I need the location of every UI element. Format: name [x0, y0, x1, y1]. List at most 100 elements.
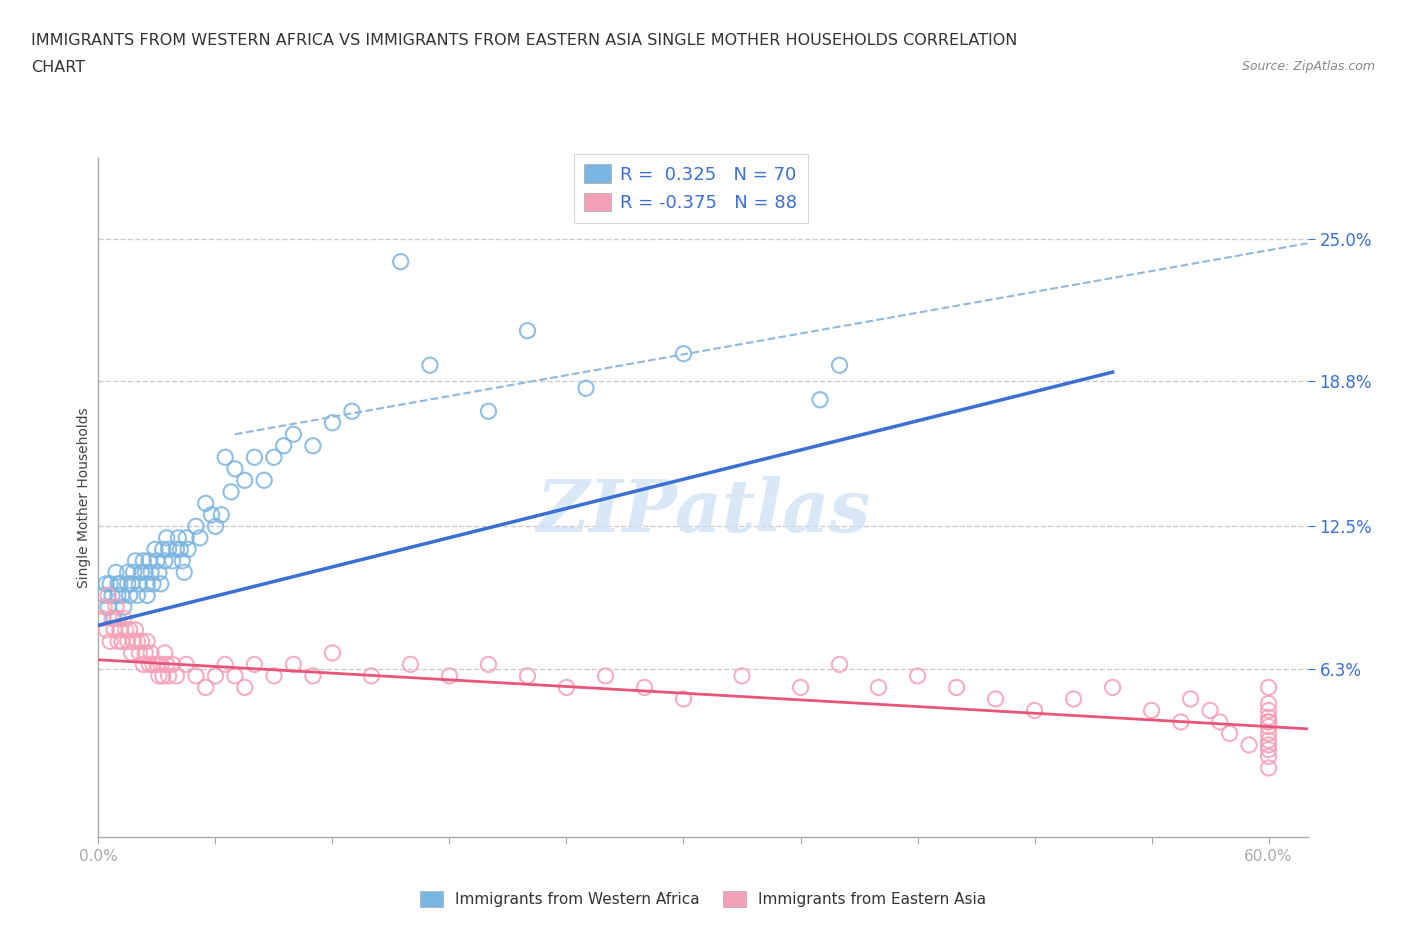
- Point: [107, 611, 129, 626]
- Point: [121, 645, 143, 660]
- Point: [127, 588, 149, 603]
- Point: [97, 588, 120, 603]
- Point: [575, 380, 598, 395]
- Point: [148, 565, 170, 579]
- Point: [122, 634, 145, 649]
- Point: [209, 508, 232, 523]
- Point: [134, 645, 156, 660]
- Point: [194, 496, 217, 511]
- Point: [263, 450, 285, 465]
- Point: [340, 404, 363, 418]
- Point: [149, 657, 172, 671]
- Point: [111, 634, 134, 649]
- Point: [1257, 714, 1279, 729]
- Point: [516, 324, 538, 339]
- Point: [146, 553, 169, 568]
- Point: [136, 634, 159, 649]
- Point: [399, 657, 422, 671]
- Point: [134, 565, 156, 579]
- Text: Source: ZipAtlas.com: Source: ZipAtlas.com: [1241, 60, 1375, 73]
- Point: [124, 622, 146, 637]
- Point: [122, 565, 145, 579]
- Point: [477, 657, 499, 671]
- Point: [184, 519, 207, 534]
- Point: [808, 392, 831, 407]
- Point: [103, 622, 125, 637]
- Point: [131, 565, 153, 579]
- Point: [263, 669, 285, 684]
- Point: [104, 565, 127, 579]
- Point: [128, 577, 150, 591]
- Point: [107, 577, 129, 591]
- Point: [142, 657, 165, 671]
- Point: [117, 577, 139, 591]
- Point: [96, 622, 118, 637]
- Point: [302, 669, 325, 684]
- Point: [138, 657, 160, 671]
- Point: [98, 577, 121, 591]
- Point: [111, 588, 134, 603]
- Point: [136, 577, 159, 591]
- Text: ZIPatlas: ZIPatlas: [536, 475, 870, 547]
- Point: [142, 577, 165, 591]
- Point: [152, 669, 174, 684]
- Point: [124, 553, 146, 568]
- Point: [101, 611, 124, 626]
- Point: [96, 577, 118, 591]
- Point: [439, 669, 461, 684]
- Point: [204, 519, 226, 534]
- Point: [1257, 719, 1279, 734]
- Point: [1237, 737, 1260, 752]
- Point: [243, 450, 266, 465]
- Point: [165, 542, 187, 557]
- Text: CHART: CHART: [31, 60, 84, 75]
- Point: [224, 669, 246, 684]
- Point: [214, 657, 236, 671]
- Point: [1257, 726, 1279, 741]
- Point: [1180, 692, 1202, 707]
- Point: [174, 530, 197, 545]
- Point: [157, 669, 180, 684]
- Point: [1257, 710, 1279, 724]
- Point: [167, 530, 190, 545]
- Point: [1257, 761, 1279, 776]
- Point: [143, 542, 166, 557]
- Point: [302, 438, 325, 453]
- Point: [1257, 680, 1279, 695]
- Point: [945, 680, 967, 695]
- Point: [104, 600, 127, 615]
- Point: [214, 450, 236, 465]
- Point: [146, 657, 169, 671]
- Point: [97, 600, 120, 615]
- Point: [555, 680, 578, 695]
- Point: [108, 577, 131, 591]
- Point: [169, 542, 191, 557]
- Point: [93, 600, 115, 615]
- Point: [219, 485, 242, 499]
- Point: [1257, 714, 1279, 729]
- Point: [1209, 714, 1232, 729]
- Point: [112, 611, 135, 626]
- Point: [136, 588, 159, 603]
- Point: [321, 416, 343, 431]
- Point: [1257, 749, 1279, 764]
- Text: IMMIGRANTS FROM WESTERN AFRICA VS IMMIGRANTS FROM EASTERN ASIA SINGLE MOTHER HOU: IMMIGRANTS FROM WESTERN AFRICA VS IMMIGR…: [31, 33, 1018, 47]
- Point: [233, 472, 256, 487]
- Point: [114, 622, 136, 637]
- Point: [731, 669, 754, 684]
- Point: [121, 577, 143, 591]
- Point: [389, 254, 412, 269]
- Point: [165, 669, 187, 684]
- Point: [184, 669, 207, 684]
- Point: [194, 680, 217, 695]
- Point: [1140, 703, 1163, 718]
- Point: [101, 588, 124, 603]
- Point: [156, 657, 179, 671]
- Point: [516, 669, 538, 684]
- Point: [153, 645, 176, 660]
- Point: [200, 508, 222, 523]
- Point: [162, 553, 184, 568]
- Point: [127, 634, 149, 649]
- Point: [789, 680, 811, 695]
- Point: [118, 588, 141, 603]
